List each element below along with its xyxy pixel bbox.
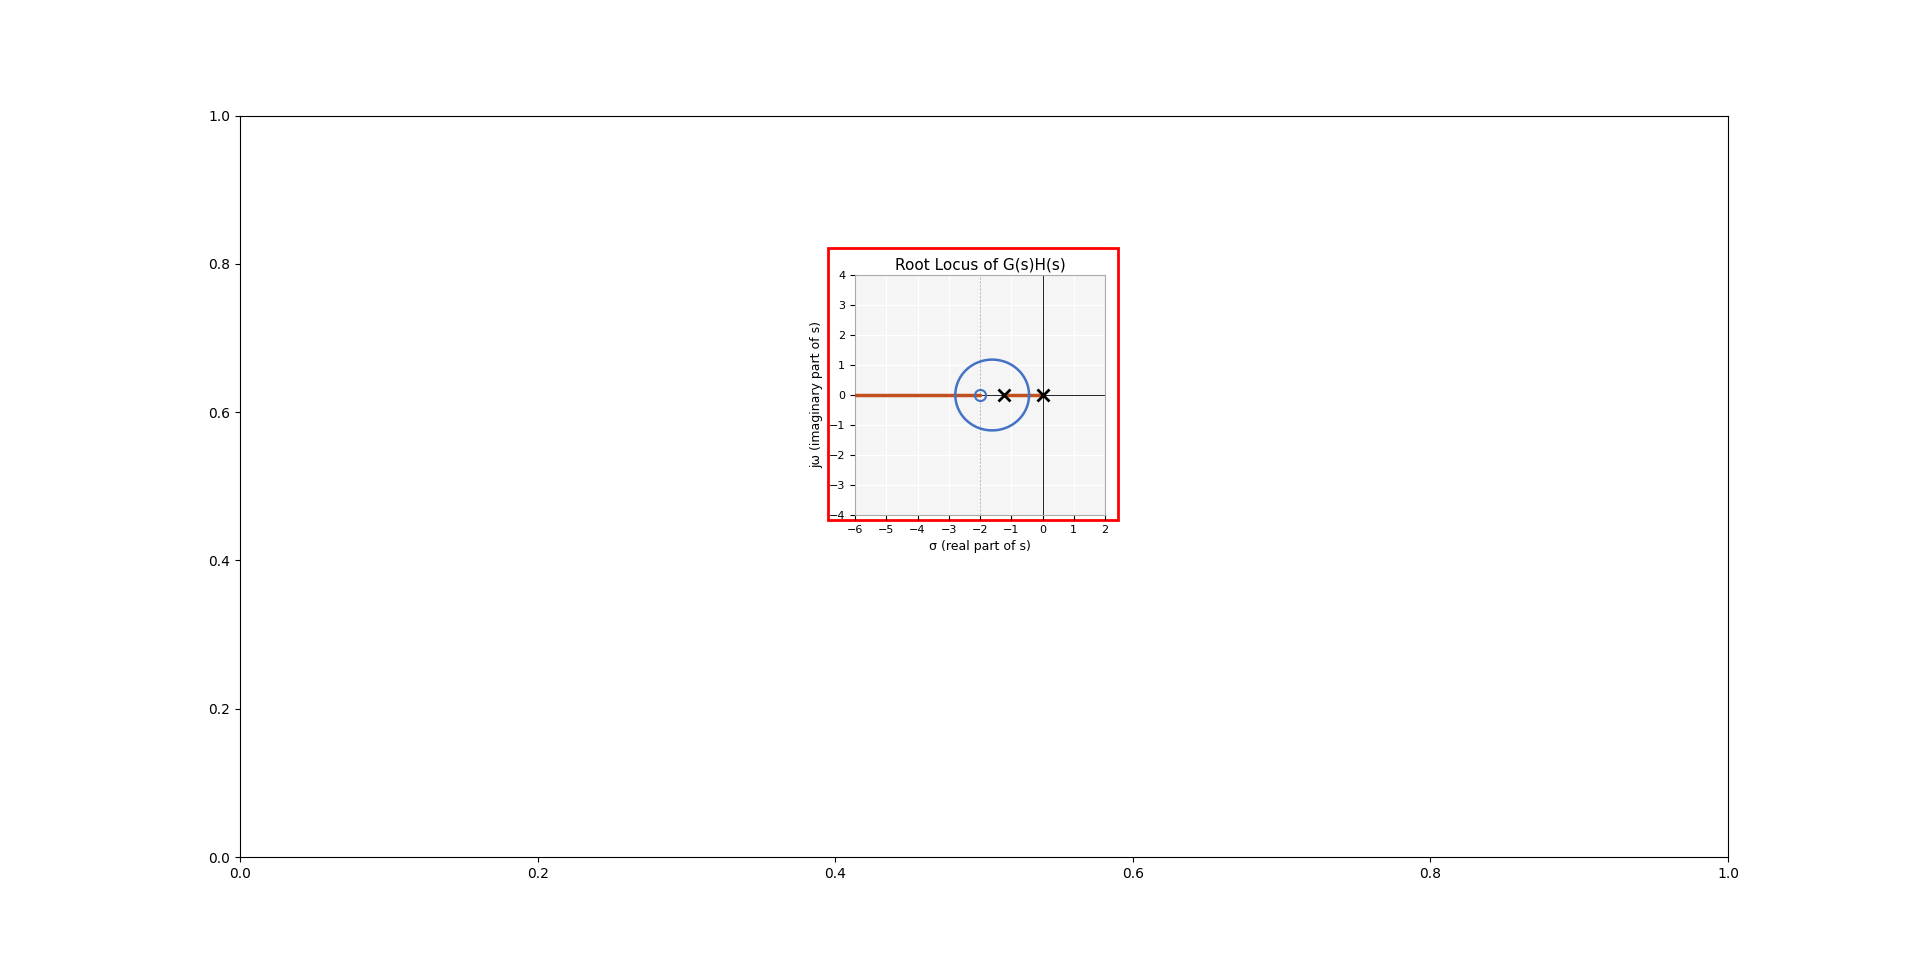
Y-axis label: jω (imaginary part of s): jω (imaginary part of s): [810, 322, 824, 469]
X-axis label: σ (real part of s): σ (real part of s): [929, 540, 1031, 554]
Title: Root Locus of G(s)H(s): Root Locus of G(s)H(s): [895, 257, 1066, 273]
Bar: [828, 248, 1117, 520]
